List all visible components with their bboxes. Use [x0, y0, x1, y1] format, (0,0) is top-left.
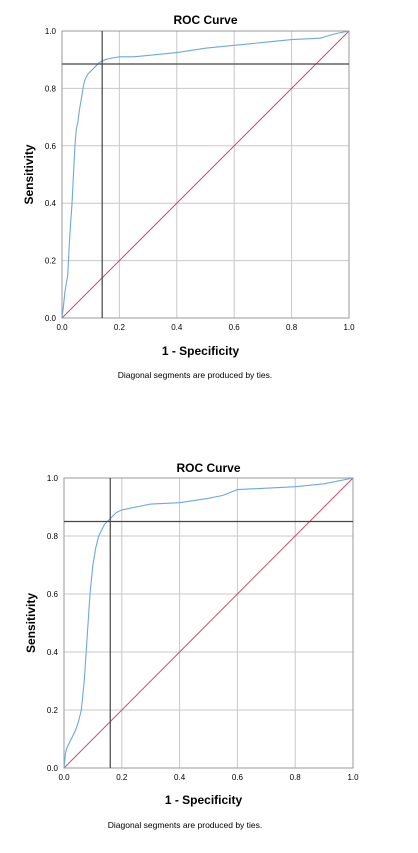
- chart-1-x-tick-4: 0.8: [286, 323, 298, 332]
- chart-2-y-tick-2: 0.4: [47, 648, 59, 657]
- chart-2-diagonal-line: [63, 477, 354, 769]
- chart-1-y-axis-label: Sensitivity: [22, 144, 36, 204]
- chart-1-plot-frame: [61, 30, 350, 319]
- chart-1-y-tick-5: 1.0: [45, 27, 57, 36]
- chart-1-y-tick-4: 0.8: [45, 84, 57, 93]
- chart-2-title: ROC Curve: [176, 461, 240, 475]
- chart-1-x-axis-label: 1 - Specificity: [162, 344, 240, 358]
- chart-1-diagonal-line: [61, 30, 350, 319]
- chart-2-roc-curve: [63, 477, 354, 769]
- roc-chart-2-svg: ROC Curve 0.0 0.2 0.4 0.6 0.8 1.0 0.0 0.2 0.4 0.6 0…: [24, 461, 359, 830]
- chart-2-y-tick-3: 0.6: [47, 590, 59, 599]
- chart-1-x-tick-3: 0.6: [229, 323, 241, 332]
- roc-chart-1: ROC Curve 0.0 0.2 0.4 0.6 0.8 1.0 0.0 0.2 0.4 0.6 0…: [0, 0, 418, 400]
- chart-1-y-tick-3: 0.6: [45, 142, 57, 151]
- chart-2-plot-frame: [63, 477, 354, 769]
- chart-1-x-tick-2: 0.4: [171, 323, 183, 332]
- chart-2-y-axis-label: Sensitivity: [24, 593, 38, 653]
- chart-2-y-tick-5: 1.0: [47, 474, 59, 483]
- chart-2-x-tick-3: 0.6: [232, 773, 244, 782]
- chart-1-footnote: Diagonal segments are produced by ties.: [118, 370, 273, 380]
- chart-1-y-tick-2: 0.4: [45, 199, 57, 208]
- chart-2-x-tick-2: 0.4: [174, 773, 186, 782]
- chart-2-footnote: Diagonal segments are produced by ties.: [108, 820, 263, 830]
- chart-1-y-tick-0: 0.0: [45, 314, 57, 323]
- chart-1-x-tick-1: 0.2: [114, 323, 126, 332]
- chart-2-y-tick-1: 0.2: [47, 706, 59, 715]
- chart-2-y-tick-4: 0.8: [47, 532, 59, 541]
- chart-2-x-tick-1: 0.2: [116, 773, 128, 782]
- chart-1-x-tick-0: 0.0: [56, 323, 68, 332]
- chart-2-x-axis-label: 1 - Specificity: [165, 793, 243, 807]
- chart-2-x-tick-5: 1.0: [347, 773, 359, 782]
- chart-1-y-tick-1: 0.2: [45, 257, 57, 266]
- chart-1-x-tick-5: 1.0: [343, 323, 355, 332]
- chart-2-x-tick-0: 0.0: [58, 773, 70, 782]
- roc-chart-1-svg: ROC Curve 0.0 0.2 0.4 0.6 0.8 1.0 0.0 0.2 0.4 0.6 0…: [22, 13, 355, 380]
- chart-1-roc-curve: [61, 30, 350, 319]
- chart-2-y-tick-0: 0.0: [47, 764, 59, 773]
- chart-2-x-tick-4: 0.8: [290, 773, 302, 782]
- roc-chart-2: ROC Curve 0.0 0.2 0.4 0.6 0.8 1.0 0.0 0.2 0.4 0.6 0…: [0, 448, 418, 848]
- chart-1-title: ROC Curve: [173, 13, 237, 27]
